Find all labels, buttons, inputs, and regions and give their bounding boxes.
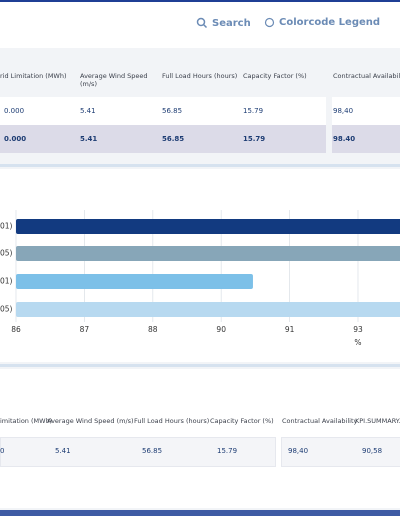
chart-card bbox=[0, 169, 400, 362]
cell: 56.85 bbox=[162, 107, 183, 115]
cell: 0.000 bbox=[4, 135, 27, 143]
column-header: Full Load Hours (hours) bbox=[162, 72, 238, 80]
bar bbox=[16, 219, 400, 234]
x-tick-label: 93 bbox=[353, 325, 363, 334]
cell: 98,40 bbox=[333, 107, 354, 115]
bottom-bar bbox=[0, 510, 400, 516]
search-button[interactable]: Search bbox=[196, 17, 251, 29]
bar bbox=[16, 274, 253, 289]
column-header: Contractual Availability bbox=[282, 417, 358, 425]
cell: 90,58 bbox=[362, 447, 383, 455]
row-highlight bbox=[0, 125, 326, 153]
column-header: Average Wind Speed (m/s) bbox=[80, 72, 148, 88]
legend-icon bbox=[264, 17, 275, 28]
cell: 15.79 bbox=[243, 107, 264, 115]
cell: 56.85 bbox=[142, 447, 163, 455]
table-card bbox=[0, 437, 276, 467]
column-header: Capacity Factor (%) bbox=[210, 417, 274, 425]
column-header: imitation (MWh) bbox=[0, 417, 53, 425]
cell: 98.40 bbox=[333, 135, 356, 143]
x-tick-label: 91 bbox=[285, 325, 295, 334]
cell: 98,40 bbox=[288, 447, 309, 455]
top-bar bbox=[0, 0, 400, 2]
cell: 56.85 bbox=[162, 135, 185, 143]
column-header: Average Wind Speed (m/s) bbox=[47, 417, 134, 425]
search-icon bbox=[196, 17, 208, 29]
bar bbox=[16, 246, 400, 261]
cell: 0.000 bbox=[4, 107, 25, 115]
column-header: KPI.SUMMARY. bbox=[355, 417, 400, 425]
cell: 0 bbox=[0, 447, 5, 455]
x-tick-label: 90 bbox=[216, 325, 226, 334]
x-tick-label: 87 bbox=[80, 325, 90, 334]
column-header: rid Limitation (MWh) bbox=[0, 72, 67, 80]
y-tick-label: 01) bbox=[0, 222, 13, 231]
cell: 15.79 bbox=[217, 447, 238, 455]
cell: 5.41 bbox=[80, 135, 98, 143]
table-card bbox=[281, 437, 400, 467]
row-highlight bbox=[332, 125, 400, 153]
y-tick-label: 05) bbox=[0, 305, 13, 314]
separator bbox=[0, 364, 400, 367]
column-header: Contractual Availability bbox=[333, 72, 400, 80]
separator bbox=[0, 164, 400, 167]
cell: 5.41 bbox=[80, 107, 96, 115]
y-tick-label: 05) bbox=[0, 249, 13, 258]
y-tick-label: 01) bbox=[0, 277, 13, 286]
legend-button[interactable]: Colorcode Legend bbox=[264, 17, 380, 28]
search-label: Search bbox=[212, 17, 251, 29]
cell: 15.79 bbox=[243, 135, 266, 143]
legend-label: Colorcode Legend bbox=[279, 17, 381, 28]
bar bbox=[16, 302, 400, 317]
x-tick-label: 86 bbox=[11, 325, 21, 334]
x-tick-label: 88 bbox=[148, 325, 158, 334]
chart: 86 87 88 90 91 93% 01) 05) 01) 05) bbox=[0, 210, 400, 347]
column-header: Full Load Hours (hours) bbox=[134, 417, 210, 425]
column-header: Capacity Factor (%) bbox=[243, 72, 307, 80]
x-axis-label: % bbox=[354, 338, 361, 347]
cell: 5.41 bbox=[55, 447, 71, 455]
